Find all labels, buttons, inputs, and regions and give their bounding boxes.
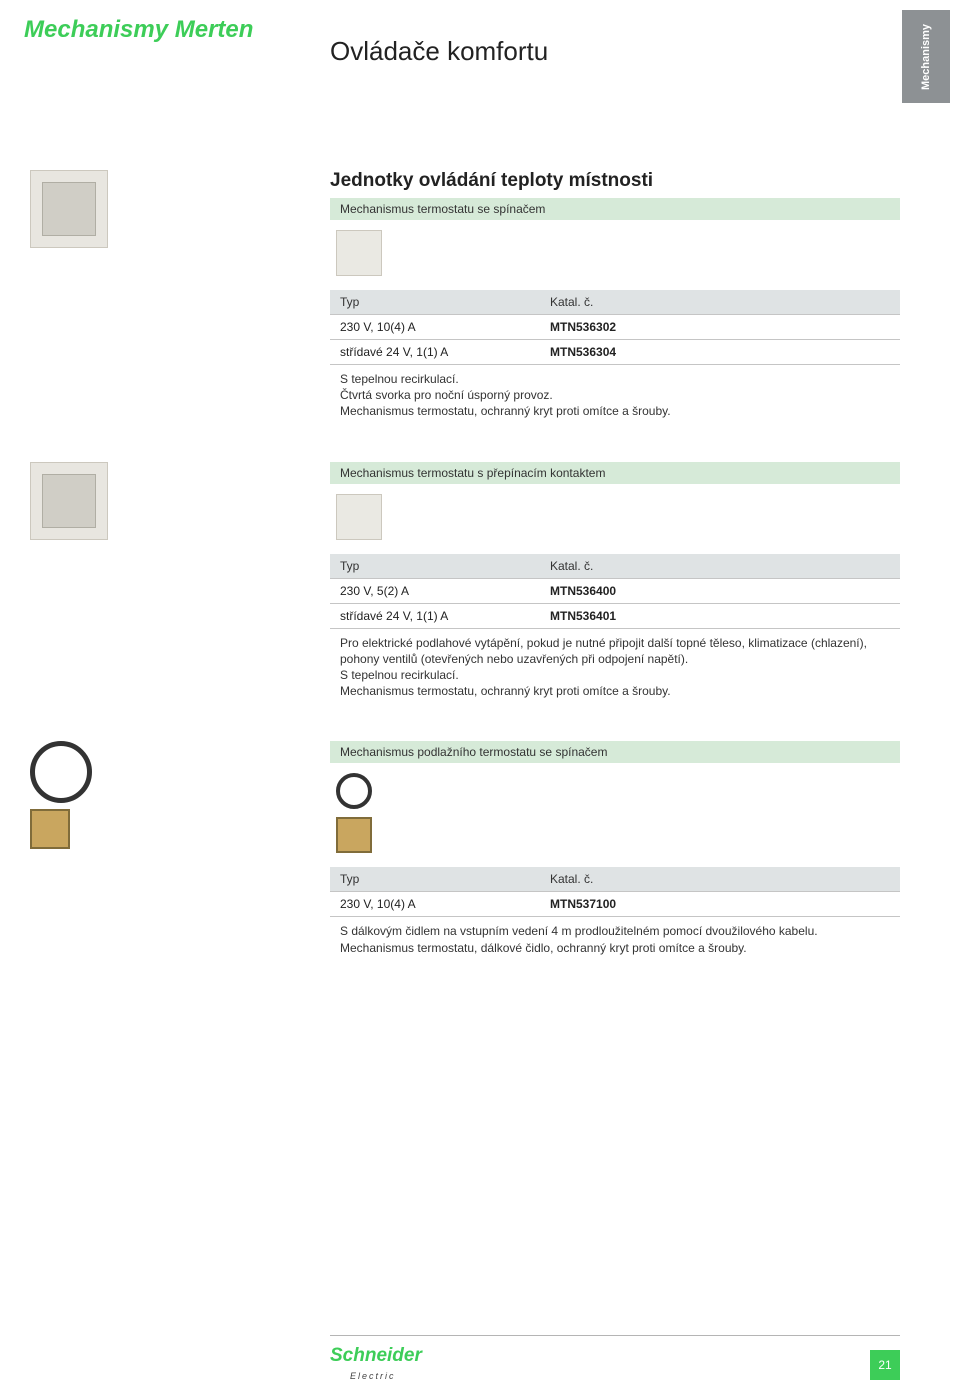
table-row: 230 V, 10(4) A MTN536302 [330, 315, 900, 340]
product-thumb-3 [30, 741, 108, 849]
section-thermostat-switch: Jednotky ovládání teploty místnosti Mech… [0, 170, 960, 420]
table-1-header: Typ Katal. č. [330, 290, 900, 315]
td-catalog: MTN536304 [550, 345, 890, 359]
cable-unit-icon [30, 809, 70, 849]
section-2-small-thumb [336, 494, 382, 540]
logo-sub: Electric [350, 1371, 396, 1381]
td-type: 230 V, 10(4) A [340, 897, 550, 911]
table-row: 230 V, 5(2) A MTN536400 [330, 579, 900, 604]
th-type: Typ [340, 295, 550, 309]
logo-main: Schneider [330, 1345, 422, 1366]
th-type: Typ [340, 872, 550, 886]
section-1-small-thumb [336, 230, 382, 276]
th-type: Typ [340, 559, 550, 573]
section-2-body: Mechanismus termostatu s přepínacím kont… [330, 462, 900, 700]
td-catalog: MTN536401 [550, 609, 890, 623]
section-3-green-bar: Mechanismus podlažního termostatu se spí… [330, 741, 900, 763]
td-catalog: MTN536302 [550, 320, 890, 334]
table-2-header: Typ Katal. č. [330, 554, 900, 579]
table-3-header: Typ Katal. č. [330, 867, 900, 892]
table-row: střídavé 24 V, 1(1) A MTN536401 [330, 604, 900, 629]
section-1-body: Jednotky ovládání teploty místnosti Mech… [330, 170, 900, 420]
th-catalog: Katal. č. [550, 559, 890, 573]
th-catalog: Katal. č. [550, 295, 890, 309]
section-1-green-bar: Mechanismus termostatu se spínačem [330, 198, 900, 220]
section-3-body: Mechanismus podlažního termostatu se spí… [330, 741, 900, 955]
page-footer: Schneider Electric 21 [330, 1335, 900, 1384]
section-floor-thermostat: Mechanismus podlažního termostatu se spí… [0, 741, 960, 955]
cable-ring-icon [30, 741, 92, 803]
footer-logo: Schneider Electric [330, 1346, 422, 1384]
content-area: Jednotky ovládání teploty místnosti Mech… [0, 170, 960, 998]
page-title-center: Ovládače komfortu [330, 36, 548, 67]
sensor-ring-icon [336, 773, 372, 809]
table-row: 230 V, 10(4) A MTN537100 [330, 892, 900, 917]
table-row: střídavé 24 V, 1(1) A MTN536304 [330, 340, 900, 365]
td-catalog: MTN537100 [550, 897, 890, 911]
section-3-description: S dálkovým čidlem na vstupním vedení 4 m… [330, 917, 900, 955]
td-catalog: MTN536400 [550, 584, 890, 598]
th-catalog: Katal. č. [550, 872, 890, 886]
side-tab-label: Mechanismy [920, 23, 932, 89]
product-thumb-1 [30, 170, 108, 248]
section-2-green-bar: Mechanismus termostatu s přepínacím kont… [330, 462, 900, 484]
section-1-heading: Jednotky ovládání teploty místnosti [330, 170, 900, 192]
section-thermostat-changeover: Mechanismus termostatu s přepínacím kont… [0, 462, 960, 700]
product-thumb-1-inner [42, 182, 96, 236]
product-thumb-2 [30, 462, 108, 540]
td-type: 230 V, 5(2) A [340, 584, 550, 598]
section-3-small-thumb [336, 773, 900, 853]
page-number: 21 [870, 1350, 900, 1380]
section-1-description: S tepelnou recirkulací. Čtvrtá svorka pr… [330, 365, 900, 420]
side-tab: Mechanismy [902, 10, 950, 103]
td-type: 230 V, 10(4) A [340, 320, 550, 334]
product-thumb-2-inner [42, 474, 96, 528]
sensor-unit-icon [336, 817, 372, 853]
td-type: střídavé 24 V, 1(1) A [340, 609, 550, 623]
td-type: střídavé 24 V, 1(1) A [340, 345, 550, 359]
section-2-description: Pro elektrické podlahové vytápění, pokud… [330, 629, 900, 700]
page-title-left: Mechanismy Merten [24, 16, 253, 44]
